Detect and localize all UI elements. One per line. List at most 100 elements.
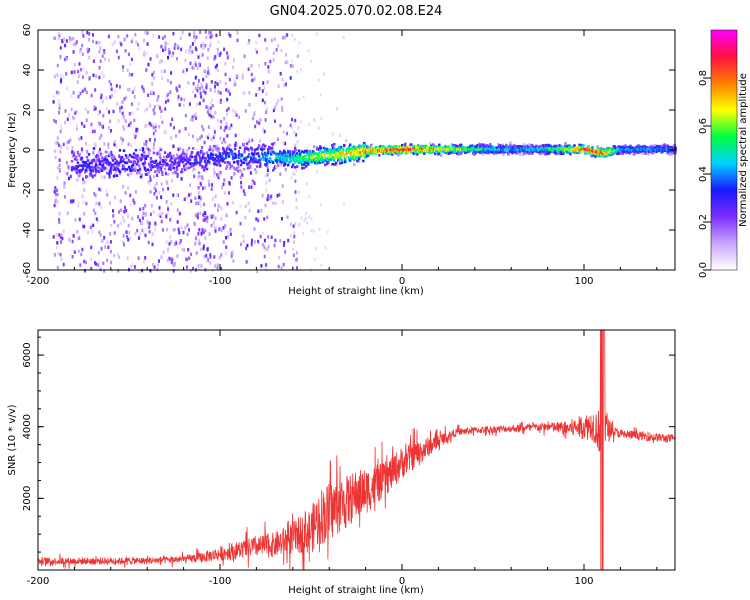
noise-cell: [53, 149, 56, 153]
ridge-cell: [130, 155, 134, 158]
ridge-cell: [592, 154, 595, 157]
noise-cell: [214, 194, 217, 199]
noise-cell: [167, 55, 169, 60]
noise-cell: [148, 169, 151, 174]
ridge-cell: [493, 152, 496, 156]
noise-cell: [134, 231, 137, 236]
ridge-cell: [228, 143, 232, 147]
ridge-cell: [404, 142, 407, 146]
noise-cell: [83, 259, 85, 264]
noise-cell: [217, 119, 220, 123]
noise-cell: [98, 75, 101, 80]
noise-cell: [255, 93, 258, 97]
noise-cell: [121, 141, 124, 145]
ridge-cell: [142, 154, 146, 158]
ridge-cell: [159, 166, 163, 169]
ridge-cell: [155, 169, 159, 172]
noise-cell: [169, 235, 172, 239]
noise-cell: [105, 96, 108, 100]
noise-cell: [220, 206, 223, 210]
noise-cell: [184, 49, 187, 53]
noise-cell: [142, 230, 145, 234]
ridge-cell: [654, 144, 657, 147]
ridge-cell: [162, 163, 166, 166]
noise-cell: [84, 260, 87, 265]
noise-cell: [152, 108, 155, 112]
noise-cell: [225, 122, 228, 126]
noise-cell: [147, 93, 150, 97]
noise-cell: [54, 192, 57, 197]
ridge-cell: [140, 154, 144, 157]
noise-cell: [292, 171, 294, 176]
ridge-cell: [187, 166, 191, 170]
x-tick-label: -200: [27, 276, 50, 287]
ridge-cell: [91, 169, 95, 173]
noise-cell: [305, 182, 308, 186]
noise-cell: [225, 236, 228, 240]
ridge-cell: [264, 151, 267, 155]
noise-cell: [56, 200, 59, 204]
ridge-cell: [578, 143, 581, 147]
ridge-cell: [603, 149, 606, 152]
noise-cell: [66, 141, 68, 145]
noise-cell: [110, 260, 113, 265]
noise-cell: [167, 48, 170, 52]
ridge-cell: [204, 163, 208, 167]
noise-cell: [113, 40, 116, 44]
noise-cell: [318, 126, 320, 130]
ridge-cell: [193, 162, 197, 165]
noise-cell: [179, 239, 182, 243]
noise-cell: [97, 251, 100, 255]
noise-cell: [72, 50, 75, 54]
ridge-cell: [168, 151, 172, 155]
ridge-cell: [391, 147, 394, 151]
noise-cell: [281, 184, 284, 188]
ridge-cell: [179, 160, 183, 163]
noise-cell: [90, 93, 93, 98]
ridge-cell: [232, 168, 236, 171]
ridge-cell: [423, 152, 426, 155]
ridge-cell: [103, 166, 107, 170]
noise-cell: [229, 232, 232, 236]
ridge-cell: [367, 154, 370, 157]
noise-cell: [208, 72, 211, 76]
noise-cell: [137, 215, 139, 219]
ridge-cell: [104, 150, 108, 154]
ridge-cell: [486, 145, 489, 149]
noise-cell: [307, 49, 310, 53]
noise-cell: [261, 243, 264, 247]
noise-cell: [176, 193, 179, 197]
ridge-cell: [307, 161, 310, 165]
noise-cell: [139, 232, 142, 236]
noise-cell: [78, 49, 81, 54]
ridge-cell: [220, 155, 224, 158]
noise-cell: [91, 174, 94, 179]
noise-cell: [197, 55, 200, 59]
noise-cell: [56, 63, 59, 68]
noise-cell: [58, 106, 61, 111]
noise-cell: [109, 119, 112, 123]
noise-cell: [65, 171, 68, 176]
noise-cell: [175, 241, 178, 245]
ridge-cell: [89, 169, 93, 172]
ridge-cell: [652, 151, 655, 155]
noise-cell: [141, 268, 144, 273]
noise-cell: [130, 102, 133, 106]
noise-cell: [142, 211, 145, 216]
ridge-cell: [340, 145, 343, 149]
ridge-cell: [123, 167, 127, 171]
noise-cell: [128, 72, 131, 77]
noise-cell: [207, 47, 210, 52]
ridge-cell: [353, 150, 356, 154]
ridge-cell: [263, 147, 266, 151]
noise-cell: [168, 256, 171, 261]
ridge-cell: [166, 173, 170, 176]
noise-cell: [56, 245, 58, 250]
ridge-cell: [117, 164, 121, 167]
ridge-cell: [385, 151, 388, 155]
noise-cell: [204, 228, 207, 233]
noise-cell: [64, 109, 67, 113]
noise-cell: [296, 69, 299, 73]
ridge-cell: [622, 145, 625, 149]
